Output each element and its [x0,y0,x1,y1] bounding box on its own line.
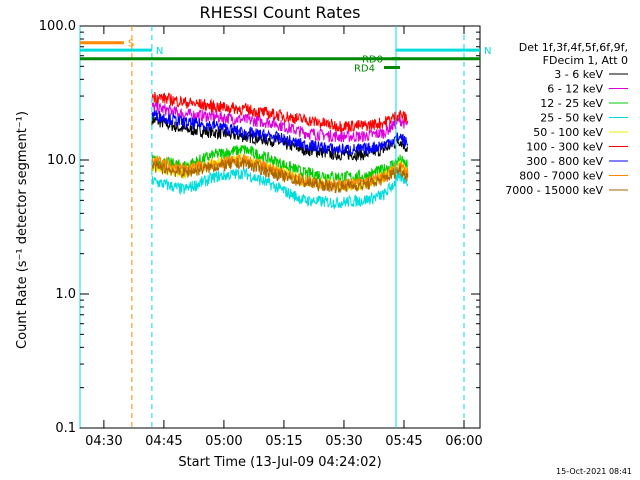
data-traces [151,91,409,210]
y-axis-label: Count Rate (s⁻¹ detector segment⁻¹) [15,111,30,349]
x-tick-label-5: 05:45 [385,434,422,449]
y-axis-ticks: 0.1 1.0 10.0 100.0 [39,19,480,436]
state-bar-label-0: S [128,39,134,50]
legend-entry-label-8: 7000 - 15000 keV [505,184,603,197]
trace-6-12-kev [151,101,409,143]
legend-title-line-1: Det 1f,3f,4f,5f,6f,9f, [519,41,628,54]
trace-100-300-kev [151,91,409,133]
footer-timestamp: 15-Oct-2021 08:41 [556,467,632,476]
x-axis-ticks: 04:30 04:45 05:00 05:15 05:30 05:45 06:00 [85,26,483,449]
y-tick-label-0: 0.1 [55,421,76,436]
x-tick-label-0: 04:30 [85,434,122,449]
trace-300-800-kev [151,109,409,156]
state-bar-label-5: RD0 [362,55,383,66]
trace-3-6-kev [151,114,409,163]
state-bar-label-2: N [484,46,491,57]
legend: Det 1f,3f,4f,5f,6f,9f,FDecim 1, Att 03 -… [505,41,628,197]
legend-entry-label-2: 12 - 25 keV [540,97,603,110]
legend-entry-label-5: 100 - 300 keV [526,141,603,154]
chart-title: RHESSI Count Rates [200,3,361,22]
y-tick-label-1: 1.0 [55,287,76,302]
state-bar-label-1: N [156,46,163,57]
y-tick-label-2: 10.0 [47,153,76,168]
y-tick-label-3: 100.0 [39,19,76,34]
legend-entry-label-3: 25 - 50 keV [540,112,603,125]
legend-entry-label-1: 6 - 12 keV [547,83,603,96]
x-axis-label: Start Time (13-Jul-09 04:24:02) [178,455,381,470]
state-bar-label-4: RD4 [354,64,375,75]
trace-25-50-kev [151,167,409,210]
x-tick-label-1: 04:45 [145,434,182,449]
legend-entry-label-0: 3 - 6 keV [554,68,603,81]
legend-entry-label-6: 300 - 800 keV [526,155,603,168]
x-tick-label-2: 05:00 [205,434,242,449]
legend-entry-label-7: 800 - 7000 keV [519,170,603,183]
x-tick-label-4: 05:30 [325,434,362,449]
legend-entry-label-4: 50 - 100 keV [533,126,603,139]
trace-7000-15000-kev [151,157,409,194]
x-tick-label-6: 06:00 [445,434,482,449]
trace-12-25-kev [151,144,409,185]
x-tick-label-3: 05:15 [265,434,302,449]
time-markers [79,26,465,428]
legend-title-line-2: FDecim 1, Att 0 [543,54,628,67]
